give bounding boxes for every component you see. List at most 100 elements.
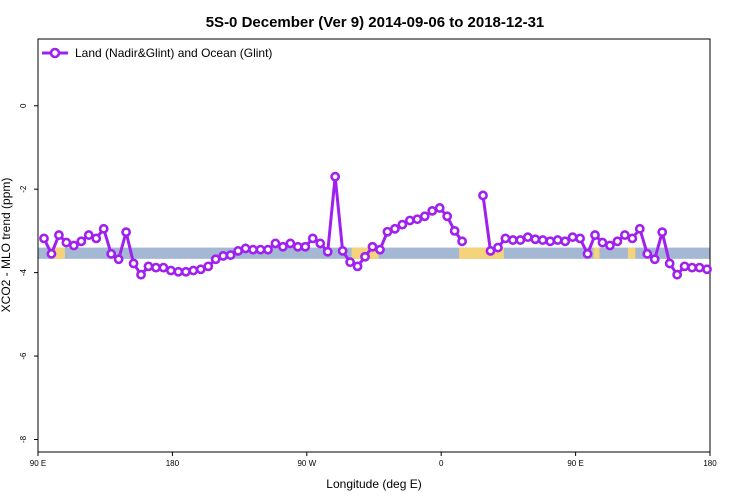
data-point [210,254,221,265]
x-tick-label: 180 [166,459,180,468]
legend: Land (Nadir&Glint) and Ocean (Glint) [42,46,272,60]
data-point [627,233,638,244]
x-tick-label: 180 [703,459,717,468]
data-point [419,211,430,222]
x-tick-label: 90 E [30,459,46,468]
data-point [390,223,400,234]
data-point [98,223,109,234]
data-point [315,238,326,249]
data-point [679,261,690,272]
data-point [664,258,675,269]
legend-entry-land-ocean: Land (Nadir&Glint) and Ocean (Glint) [75,46,272,60]
data-point [642,248,653,259]
data-point [121,227,132,238]
data-point [367,241,378,252]
data-point [515,235,526,245]
axes-layer: 90 E 180 90 W 0 90 E 180 0 -2 -4 -6 -8 [19,103,717,468]
data-point [292,241,303,252]
data-point [46,248,57,259]
data-point [113,254,124,265]
land-band-segment [51,247,65,259]
data-point [106,248,117,259]
land-band-segment [627,247,636,259]
data-point [330,171,341,182]
data-point [76,236,87,247]
data-point [240,243,251,254]
data-point [694,262,705,273]
data-point [300,241,311,252]
data-point [360,251,370,262]
data-point [136,269,146,280]
data-point [158,262,169,273]
chart-title: 5S-0 December (Ver 9) 2014-09-06 to 2018… [206,14,545,31]
data-point [657,227,668,238]
y-tick-label: 0 [19,103,28,108]
data-point [412,214,423,225]
data-point [582,248,593,259]
data-point [54,230,64,240]
data-point [188,265,199,276]
data-point [352,261,363,272]
data-point [322,246,333,257]
data-point [619,230,630,240]
data-point [375,244,385,255]
x-tick-label: 0 [439,459,444,468]
y-tick-label: -2 [19,185,28,193]
data-point [218,251,229,261]
data-point [500,233,511,244]
land-band-segment [593,247,600,259]
series-layer [39,171,712,280]
x-tick-label: 90 E [567,459,583,468]
x-tick-label: 90 W [297,459,316,468]
data-point [128,258,139,269]
data-point [687,262,697,273]
data-point [612,236,623,247]
data-point [560,236,571,247]
data-point [552,235,563,245]
data-point [270,238,281,249]
data-point [522,232,533,243]
data-point [457,236,468,247]
data-point [397,219,408,230]
data-point [248,244,258,255]
data-point [567,232,578,243]
data-point [255,244,266,255]
data-point [597,237,608,248]
data-point [180,266,191,277]
data-point [307,233,318,244]
data-point [337,246,348,256]
data-point [442,211,453,222]
data-point [382,226,393,237]
data-point [434,203,445,213]
data-point [427,205,438,216]
data-point [545,236,556,247]
data-point [173,266,184,277]
data-point [151,262,161,273]
data-point [61,237,72,248]
data-point [143,261,154,272]
data-point [39,233,49,244]
data-point [485,246,496,256]
y-axis-label: XCO2 - MLO trend (ppm) [0,178,13,313]
data-point [493,242,503,253]
data-point [166,265,176,276]
data-point [649,254,660,265]
data-point [530,234,541,245]
data-point [91,233,102,244]
data-point [702,264,712,275]
data-point [537,235,548,245]
data-point [575,233,585,244]
data-point [68,240,79,251]
data-point [590,230,600,240]
data-point [478,190,488,201]
data-point [225,250,236,260]
land-band-segment [459,247,504,259]
x-axis-label: Longitude (deg E) [326,477,421,491]
y-tick-label: -6 [19,352,28,360]
plot-frame [37,38,711,453]
data-point [404,215,415,226]
data-point [507,235,518,245]
data-point [203,261,214,272]
data-point [449,225,460,236]
